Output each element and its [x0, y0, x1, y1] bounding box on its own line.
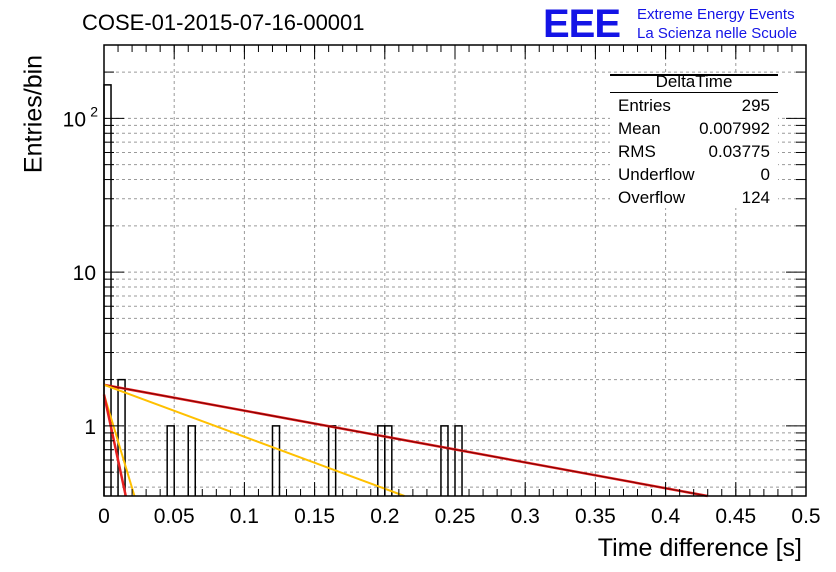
- stats-key: Underflow: [618, 165, 695, 184]
- stats-key: Mean: [618, 119, 661, 138]
- y-tick-exponent: 2: [90, 103, 98, 119]
- histogram-bin: [384, 425, 393, 496]
- fit-curve: [103, 394, 136, 497]
- x-tick-label: 0.2: [370, 505, 399, 528]
- stats-row-overflow: Overflow 124: [610, 188, 778, 210]
- x-tick-label: 0.05: [154, 505, 195, 528]
- stats-row-entries: Entries 295: [610, 96, 778, 118]
- histogram-bin: [327, 425, 337, 496]
- stats-row-rms: RMS 0.03775: [610, 142, 778, 164]
- x-tick-label: 0.15: [294, 505, 335, 528]
- eee-logo-mark: EEE: [543, 2, 621, 46]
- histogram-bars: [103, 84, 463, 496]
- x-tick-label: 0.3: [511, 505, 540, 528]
- stats-value: 0: [760, 165, 770, 184]
- eee-logo: EEE Extreme Energy Events La Scienza nel…: [543, 4, 833, 44]
- histogram-bin: [187, 425, 197, 496]
- stats-value: 0.007992: [699, 119, 770, 138]
- x-tick-label: 0.4: [651, 505, 681, 528]
- fit-curve: [103, 384, 708, 497]
- stats-key: Entries: [618, 96, 671, 115]
- fit-curve: [102, 394, 127, 497]
- tick-labels: 0 0.05 0.1 0.15 0.2 0.25 0.3 0.35 0.4 0.45 0.5 1 10 1…: [63, 103, 821, 528]
- histogram-bin: [103, 84, 112, 496]
- fit-curve: [103, 383, 405, 497]
- x-tick-label: 0.35: [575, 505, 616, 528]
- x-tick-label: 0.45: [715, 505, 756, 528]
- y-tick-label: 10: [73, 262, 96, 285]
- fit-lines: [102, 383, 708, 498]
- stats-value: 295: [741, 96, 770, 115]
- logo-subtitle-2: La Scienza nelle Scuole: [637, 25, 798, 42]
- stats-box: DeltaTime Entries 295 Mean 0.007992 RMS …: [610, 72, 778, 210]
- stats-value: 124: [741, 188, 770, 207]
- y-tick-label: 1: [84, 416, 96, 439]
- plot-title: COSE-01-2015-07-16-00001: [82, 10, 365, 35]
- axis-ticks: [103, 44, 807, 496]
- x-tick-label: 0.1: [230, 505, 259, 528]
- stats-value: 0.03775: [708, 142, 770, 161]
- histogram-bin: [271, 425, 281, 496]
- stats-title: DeltaTime: [655, 72, 733, 91]
- y-axis-label: Entries/bin: [19, 54, 48, 174]
- x-tick-label: 0.25: [435, 505, 476, 528]
- stats-row-underflow: Underflow 0: [610, 165, 778, 187]
- stats-row-mean: Mean 0.007992: [610, 119, 778, 141]
- logo-subtitle-1: Extreme Energy Events: [637, 6, 795, 23]
- x-tick-label: 0.5: [791, 505, 820, 528]
- x-tick-label: 0: [98, 505, 110, 528]
- stats-key: Overflow: [618, 188, 686, 207]
- histogram-bin: [166, 425, 175, 496]
- histogram-bin: [454, 425, 463, 496]
- stats-key: RMS: [618, 142, 656, 161]
- stats-title-divider: [610, 92, 778, 93]
- y-tick-label: 10: [63, 108, 86, 131]
- x-axis-label: Time difference [s]: [597, 534, 802, 562]
- histogram-bin: [440, 425, 449, 496]
